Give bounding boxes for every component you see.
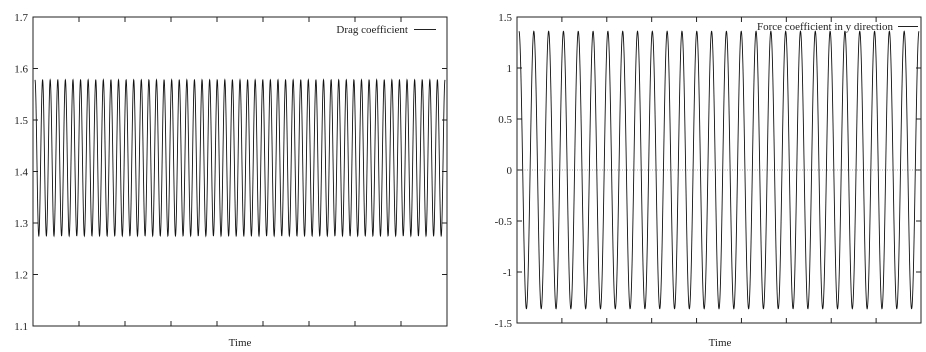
series-line <box>34 78 446 238</box>
series-line <box>518 30 920 310</box>
y-tick-label: 1.2 <box>14 270 28 282</box>
x-axis-label: Time <box>229 337 252 349</box>
force-coefficient-chart: Force coefficient in y direction Time -1… <box>495 12 922 349</box>
y-tick-label: 1.6 <box>14 64 28 76</box>
y-tick-label: 1.4 <box>14 167 28 179</box>
y-tick-label: -0.5 <box>495 216 513 228</box>
y-tick-label: 1.7 <box>14 12 28 24</box>
y-tick-label: -1.5 <box>495 318 513 330</box>
y-tick-label: 1 <box>507 63 513 75</box>
y-tick-label: 1.5 <box>498 12 512 24</box>
y-tick-label: 1.1 <box>14 321 28 333</box>
y-tick-label: -1 <box>503 267 512 279</box>
legend-label: Force coefficient in y direction <box>757 21 894 33</box>
legend-label: Drag coefficient <box>336 24 408 36</box>
drag-coefficient-chart: Drag coefficient Time 1.1 1.2 1.3 1.4 1.5 1.6… <box>14 12 448 349</box>
y-tick-label: 1.3 <box>14 218 28 230</box>
plot-frame <box>32 16 448 327</box>
y-tick-label: 1.5 <box>14 115 28 127</box>
y-tick-label: 0.5 <box>498 114 512 126</box>
y-tick-label: 0 <box>507 165 513 177</box>
x-axis-label: Time <box>709 337 732 349</box>
